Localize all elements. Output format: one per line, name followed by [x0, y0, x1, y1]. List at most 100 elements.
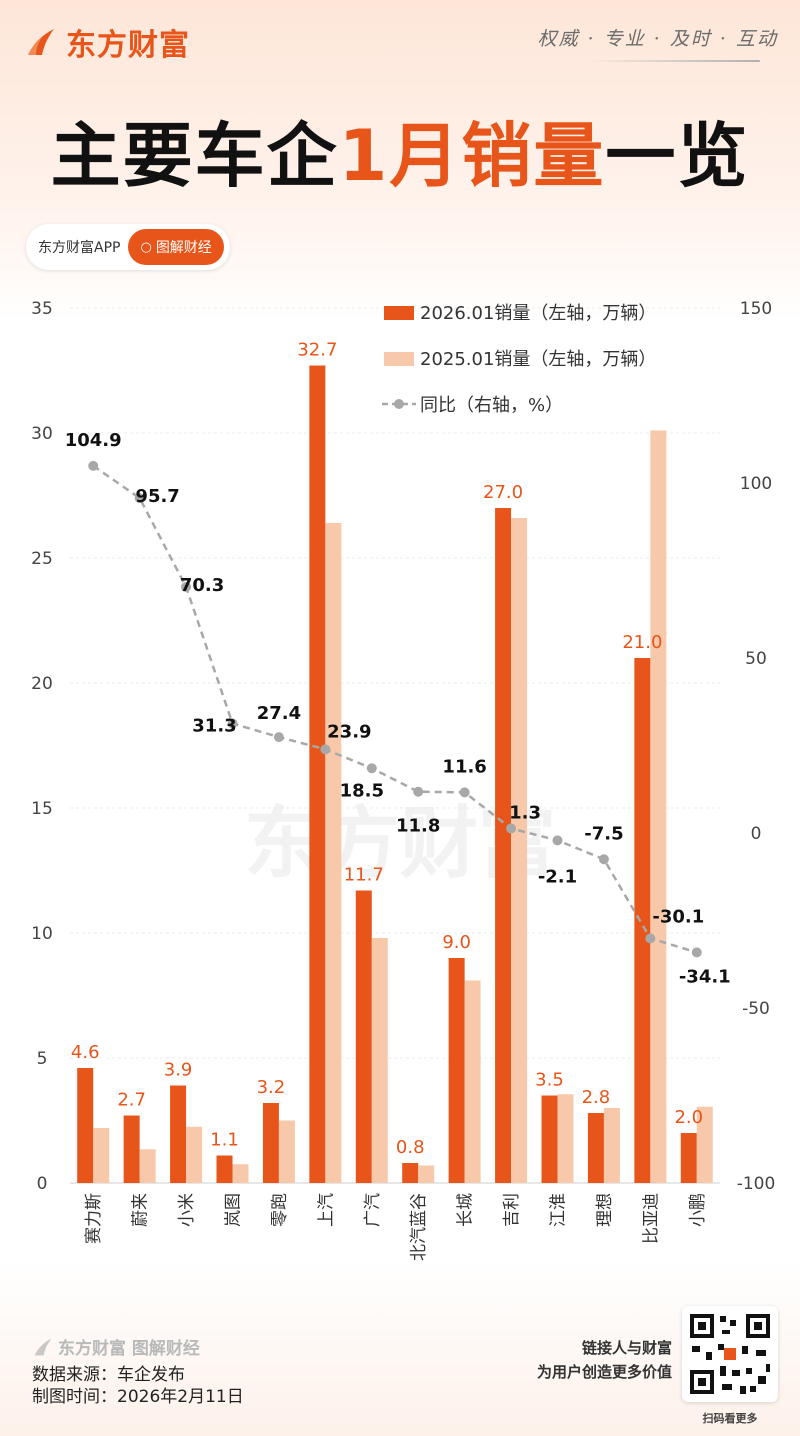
tujie-button-label: 图解财经 — [155, 240, 212, 256]
yoy-value-label: -34.1 — [679, 966, 731, 987]
bar-2026 — [587, 1113, 604, 1183]
right-tick-label: -50 — [742, 999, 770, 1019]
bar-2026 — [309, 365, 326, 1183]
left-tick-label: 10 — [31, 924, 53, 944]
yoy-point — [366, 763, 377, 774]
bar-2026 — [448, 958, 465, 1183]
legend-swatch-2025 — [384, 352, 414, 366]
bar-2026-value-label: 21.0 — [622, 632, 662, 653]
legend-label-2025: 2025.01销量（左轴，万辆） — [420, 349, 656, 370]
category-label: 长城 — [456, 1193, 476, 1227]
footer-logo: 东方财富 图解财经 — [32, 1334, 200, 1359]
yoy-line: 104.9 95.7 70.3 31.3 27.4 23.9 18.5 11.8 11.6 1.3… — [65, 430, 731, 987]
bar-2025 — [325, 523, 342, 1183]
bar-2025 — [418, 1165, 435, 1183]
bar-2026-value-label: 27.0 — [483, 482, 523, 503]
bar-2025 — [511, 518, 528, 1183]
x-axis: 赛力斯 蔚来 小米 岚图 零跑 上汽 广汽 北汽蓝谷 长城 吉利 江淮 理想 比亚迪 小鹏 — [83, 1193, 708, 1261]
slogan: 权威 · 专业 · 及时 · 互动 — [537, 28, 778, 50]
left-tick-label: 30 — [31, 424, 53, 444]
bar-2026 — [170, 1085, 187, 1183]
bar-2025 — [371, 938, 388, 1183]
legend-swatch-2026 — [384, 306, 414, 320]
yoy-point — [88, 460, 99, 471]
source-block: 数据来源：车企发布 制图时间：2026年2月11日 — [32, 1364, 244, 1408]
yoy-point — [320, 744, 331, 755]
yoy-value-label: 1.3 — [509, 802, 541, 823]
bar-2025 — [186, 1126, 203, 1183]
bar-2026-value-label: 11.7 — [344, 865, 384, 886]
qr-caption: 扫码看更多 — [702, 1412, 758, 1425]
category-label: 蔚来 — [131, 1193, 151, 1227]
yoy-point — [506, 823, 517, 834]
bar-2026-value-label: 32.7 — [297, 340, 337, 361]
left-tick-label: 35 — [31, 299, 53, 319]
category-label: 吉利 — [502, 1193, 522, 1227]
category-label: 北汽蓝谷 — [409, 1193, 429, 1261]
bar-2026 — [402, 1163, 419, 1183]
yoy-value-label: -2.1 — [538, 866, 577, 887]
grid — [70, 307, 720, 1184]
search-icon: ○ — [140, 239, 152, 255]
yoy-value-label: 11.8 — [396, 816, 440, 837]
bar-2026-value-label: 2.0 — [674, 1107, 703, 1128]
bar-2026 — [680, 1133, 697, 1183]
tagline-line1: 链接人与财富 — [581, 1339, 672, 1357]
title-prefix: 主要车企 — [50, 115, 339, 197]
bar-2025 — [557, 1094, 574, 1183]
yoy-value-label: 95.7 — [135, 486, 179, 507]
yoy-point — [598, 854, 609, 865]
bar-2025 — [650, 430, 667, 1183]
category-label: 理想 — [595, 1193, 615, 1227]
yoy-point — [691, 947, 702, 958]
yoy-point — [459, 787, 470, 798]
brand-logo: 东方财富 — [24, 20, 190, 64]
bar-2026 — [77, 1068, 94, 1183]
yoy-value-label: 23.9 — [327, 721, 371, 742]
right-tick-label: 50 — [745, 649, 767, 669]
right-tick-label: -100 — [737, 1174, 776, 1194]
bar-2026 — [634, 658, 651, 1183]
right-tick-label: 0 — [751, 824, 762, 844]
left-tick-label: 25 — [31, 549, 53, 569]
yoy-point — [134, 493, 145, 504]
category-label: 江淮 — [549, 1193, 569, 1227]
right-tick-label: 100 — [740, 474, 772, 494]
slogan-underline — [590, 60, 760, 62]
yoy-value-label: 31.3 — [192, 715, 236, 736]
left-tick-label: 0 — [37, 1174, 48, 1194]
bar-2026-value-label: 2.8 — [582, 1087, 611, 1108]
app-badge[interactable]: 东方财富APP ○ 图解财经 — [26, 224, 230, 270]
bar-2025 — [139, 1149, 156, 1183]
title-highlight: 1月销量 — [338, 115, 606, 197]
category-label: 小鹏 — [688, 1193, 708, 1227]
bar-2025 — [278, 1120, 295, 1183]
legend: 2026.01销量（左轴，万辆） 2025.01销量（左轴，万辆） 同比（右轴，… — [382, 303, 656, 416]
title-suffix: 一览 — [605, 115, 750, 197]
yoy-polyline — [92, 464, 698, 954]
qr-code[interactable] — [682, 1306, 778, 1402]
bar-2025 — [603, 1108, 620, 1183]
bar-2026 — [123, 1115, 140, 1183]
bar-2026-value-label: 4.6 — [71, 1042, 100, 1063]
tujie-button[interactable]: ○ 图解财经 — [128, 229, 224, 265]
bar-2026-value-label: 1.1 — [210, 1130, 239, 1151]
flame-icon — [28, 29, 54, 55]
bar-2026-value-label: 2.7 — [117, 1090, 146, 1111]
yoy-value-label: 27.4 — [257, 703, 301, 724]
legend-swatch-yoy-dot — [394, 399, 404, 409]
bar-2026 — [495, 508, 512, 1183]
yoy-value-label: 104.9 — [65, 430, 122, 451]
footer-logo-text: 东方财富 图解财经 — [58, 1339, 200, 1359]
bar-2026 — [541, 1095, 558, 1183]
yoy-point — [273, 732, 284, 743]
page-title: 主要车企1月销量一览 — [0, 100, 800, 201]
category-label: 广汽 — [363, 1193, 383, 1227]
bar-2025 — [464, 980, 481, 1183]
yoy-value-label: -7.5 — [584, 823, 623, 844]
left-axis: 0 5 10 15 20 25 30 35 — [31, 299, 53, 1194]
data-source: 数据来源：车企发布 — [32, 1365, 185, 1385]
brand-name: 东方财富 — [66, 28, 190, 63]
bar-2025 — [232, 1164, 249, 1183]
